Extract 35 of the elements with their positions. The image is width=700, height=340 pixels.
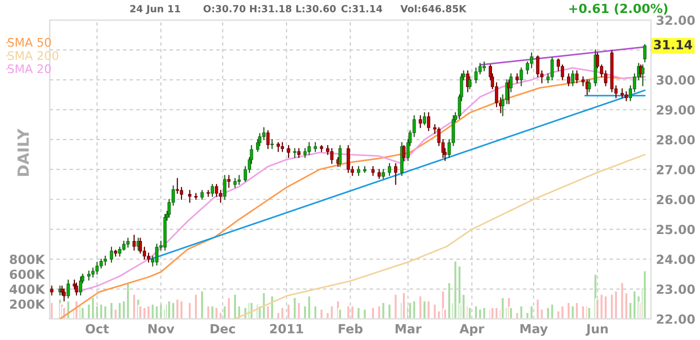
y-tick-label: 28.00 bbox=[656, 135, 695, 145]
text: 24 Jun 11 bbox=[130, 4, 180, 14]
y-tick-label: 29.00 bbox=[656, 105, 695, 115]
text: L:30.60 bbox=[296, 4, 336, 12]
y-tick-label: 24.00 bbox=[656, 254, 695, 264]
y-tick-label: 30.00 bbox=[656, 75, 695, 85]
text: H:31.18 bbox=[250, 4, 292, 12]
x-tick-label: Oct bbox=[86, 324, 109, 334]
legend-label: SMA 20 bbox=[8, 64, 51, 74]
text: DAILY bbox=[18, 128, 29, 176]
y-tick-label: 22.00 bbox=[656, 314, 695, 324]
text: Vol:646.85K bbox=[400, 4, 467, 12]
x-tick-label: Nov bbox=[148, 324, 174, 334]
text: +0.61 (2.00%) bbox=[569, 3, 668, 15]
x-tick-label: Feb bbox=[338, 324, 363, 334]
x-tick-label: 2011 bbox=[270, 324, 304, 334]
x-tick-label: May bbox=[520, 324, 548, 336]
y2-tick-label: 600K bbox=[10, 270, 46, 280]
y2-tick-label: 400K bbox=[10, 284, 46, 294]
y-tick-label: 23.00 bbox=[656, 284, 695, 294]
x-tick-label: Apr bbox=[460, 324, 484, 336]
annotation: 31.14 bbox=[654, 40, 692, 50]
y-tick-label: 25.00 bbox=[656, 224, 695, 234]
x-tick-label: Mar bbox=[396, 324, 422, 334]
x-tick-label: Jun bbox=[586, 324, 608, 336]
text: O:30.70 bbox=[203, 4, 246, 12]
text: C:31.14 bbox=[341, 4, 382, 12]
y-tick-label: 32.00 bbox=[656, 16, 695, 25]
y-tick-label: 26.00 bbox=[656, 194, 695, 204]
y2-tick-label: 200K bbox=[10, 299, 46, 309]
legend-label: SMA 50 bbox=[8, 38, 51, 47]
x-tick-label: Dec bbox=[210, 324, 235, 334]
y-tick-label: 27.00 bbox=[656, 164, 695, 174]
legend-label: SMA 200 bbox=[8, 51, 58, 60]
y2-tick-label: 800K bbox=[10, 254, 46, 264]
